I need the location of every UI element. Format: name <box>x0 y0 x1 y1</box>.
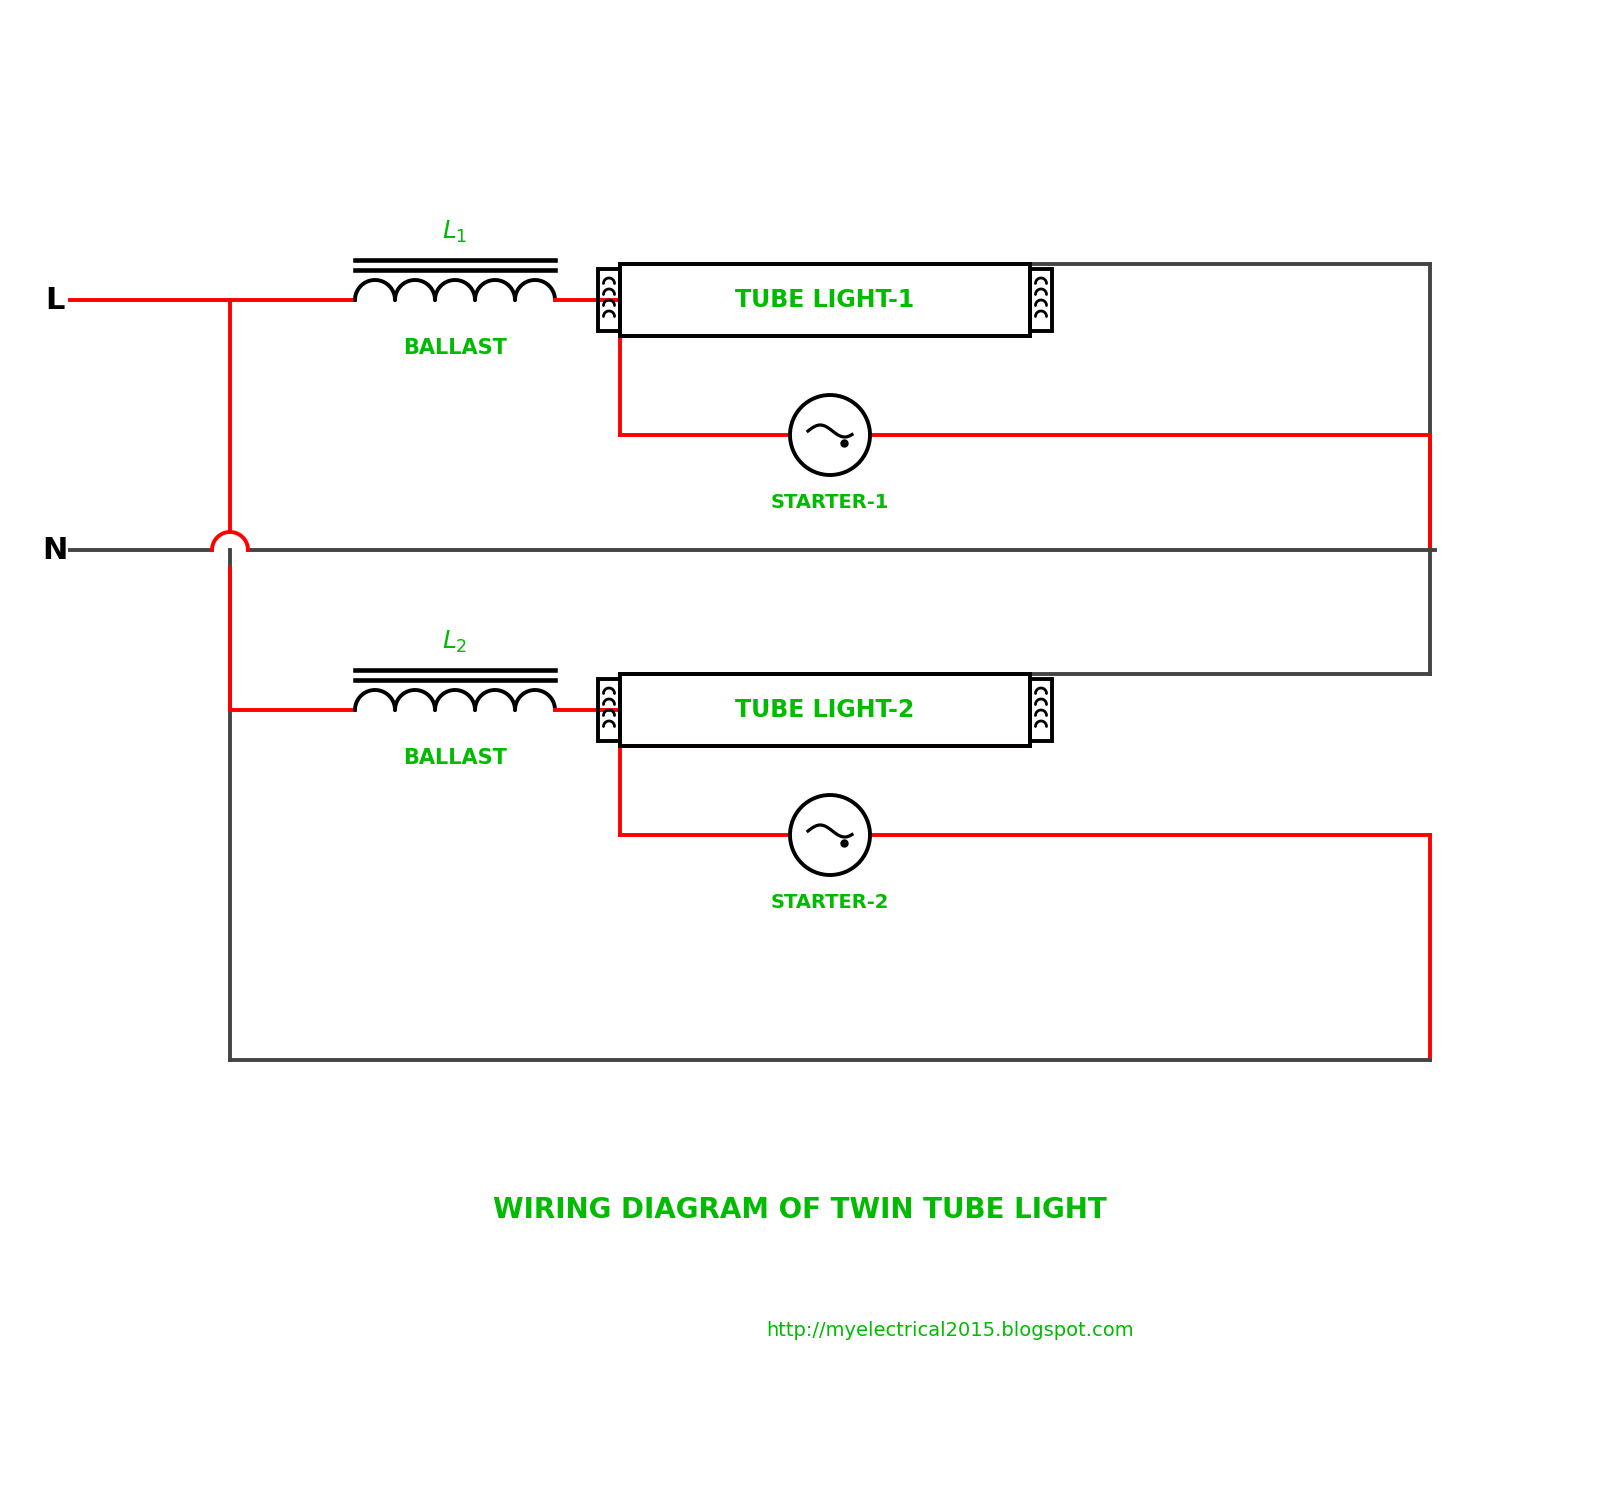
Bar <box>1030 679 1053 741</box>
Text: $L_2$: $L_2$ <box>442 629 467 656</box>
Text: BALLAST: BALLAST <box>403 748 507 767</box>
Text: N: N <box>42 535 67 565</box>
Text: TUBE LIGHT-2: TUBE LIGHT-2 <box>736 697 915 723</box>
Text: L: L <box>45 286 64 314</box>
Bar <box>621 673 1030 746</box>
Bar <box>598 270 621 331</box>
Text: BALLAST: BALLAST <box>403 338 507 358</box>
Bar <box>621 264 1030 337</box>
Bar <box>598 679 621 741</box>
Text: http://myelectrical2015.blogspot.com: http://myelectrical2015.blogspot.com <box>766 1320 1134 1340</box>
Text: STARTER-1: STARTER-1 <box>771 493 890 513</box>
Bar <box>1030 270 1053 331</box>
Text: $L_1$: $L_1$ <box>442 219 467 244</box>
Text: TUBE LIGHT-1: TUBE LIGHT-1 <box>736 288 915 311</box>
Text: STARTER-2: STARTER-2 <box>771 893 890 912</box>
Text: WIRING DIAGRAM OF TWIN TUBE LIGHT: WIRING DIAGRAM OF TWIN TUBE LIGHT <box>493 1196 1107 1223</box>
